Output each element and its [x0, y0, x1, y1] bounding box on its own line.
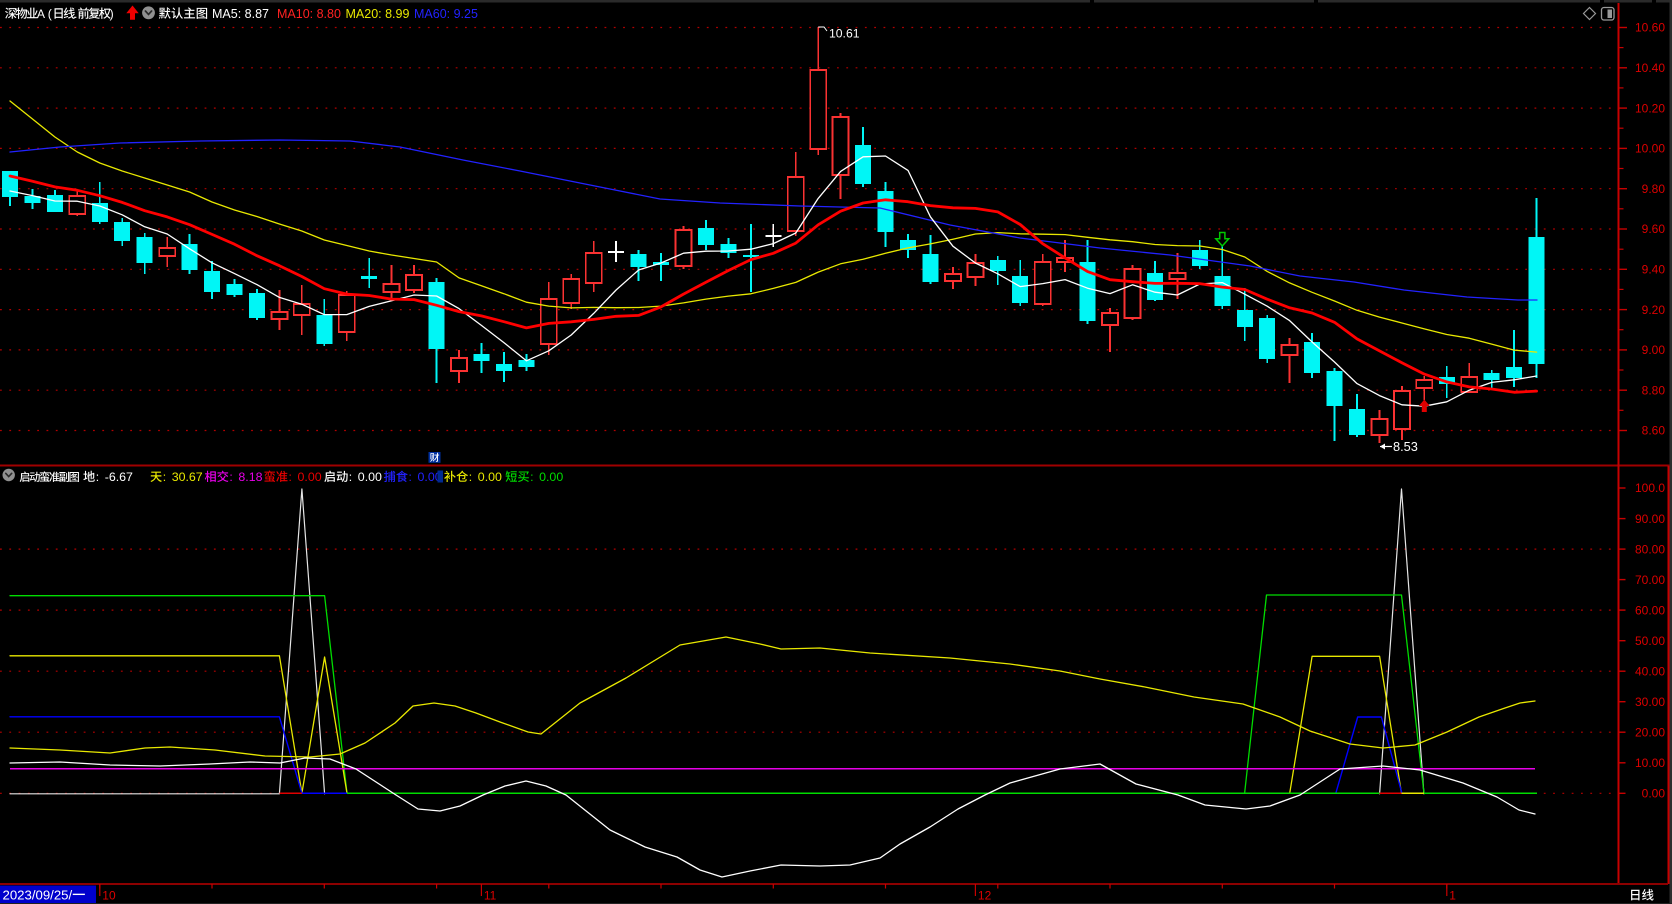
- svg-text:12: 12: [978, 889, 992, 903]
- svg-text:9.00: 9.00: [1642, 343, 1666, 357]
- svg-text:0.00: 0.00: [298, 470, 322, 484]
- svg-text::: :: [96, 470, 99, 484]
- svg-text:0.00: 0.00: [1642, 787, 1666, 801]
- svg-text::: :: [289, 470, 292, 484]
- svg-text:9.20: 9.20: [1642, 303, 1666, 317]
- svg-text:10.40: 10.40: [1635, 61, 1665, 75]
- svg-text:1: 1: [1449, 889, 1456, 903]
- svg-text:0.00: 0.00: [358, 470, 382, 484]
- svg-text:8.18: 8.18: [238, 470, 262, 484]
- svg-text:8.80: 8.80: [1642, 383, 1666, 397]
- svg-text:10.61: 10.61: [829, 27, 860, 41]
- svg-text:70.00: 70.00: [1635, 573, 1665, 587]
- svg-text:10: 10: [102, 889, 116, 903]
- svg-text::: :: [409, 470, 412, 484]
- svg-text:MA10: 8.80: MA10: 8.80: [277, 7, 341, 21]
- svg-text:9.40: 9.40: [1642, 263, 1666, 277]
- svg-text:10.20: 10.20: [1635, 101, 1665, 115]
- svg-text:90.00: 90.00: [1635, 512, 1665, 526]
- svg-text:2023/09/25/: 2023/09/25/: [3, 888, 73, 903]
- svg-text:0.00: 0.00: [539, 470, 563, 484]
- svg-text:60.00: 60.00: [1635, 603, 1665, 617]
- svg-text:0.00: 0.00: [418, 470, 442, 484]
- svg-text:9.80: 9.80: [1642, 182, 1666, 196]
- svg-text:100.0: 100.0: [1635, 481, 1665, 495]
- svg-text:20.00: 20.00: [1635, 726, 1665, 740]
- svg-text:.: .: [74, 7, 77, 21]
- svg-text:8.53: 8.53: [1393, 439, 1418, 454]
- svg-text::: :: [530, 470, 533, 484]
- svg-text:9.60: 9.60: [1642, 222, 1666, 236]
- svg-text::: :: [349, 470, 352, 484]
- svg-text::: :: [163, 470, 166, 484]
- svg-text:10.00: 10.00: [1635, 142, 1665, 156]
- svg-text:30.67: 30.67: [172, 470, 203, 484]
- svg-text::: :: [229, 470, 232, 484]
- svg-text:8.60: 8.60: [1642, 424, 1666, 438]
- svg-text::: :: [469, 470, 472, 484]
- svg-text:30.00: 30.00: [1635, 695, 1665, 709]
- svg-text:10.00: 10.00: [1635, 756, 1665, 770]
- svg-text:50.00: 50.00: [1635, 634, 1665, 648]
- svg-text:A (: A (: [37, 7, 52, 21]
- svg-text:-6.67: -6.67: [105, 470, 133, 484]
- svg-text:MA20: 8.99: MA20: 8.99: [346, 7, 410, 21]
- svg-text:40.00: 40.00: [1635, 664, 1665, 678]
- svg-text:80.00: 80.00: [1635, 542, 1665, 556]
- svg-text:MA5: 8.87: MA5: 8.87: [212, 7, 269, 21]
- svg-text:0.00: 0.00: [478, 470, 502, 484]
- svg-text:10.60: 10.60: [1635, 21, 1665, 35]
- svg-text:): ): [110, 7, 114, 21]
- svg-text:11: 11: [484, 889, 497, 903]
- svg-text:MA60: 9.25: MA60: 9.25: [414, 7, 478, 21]
